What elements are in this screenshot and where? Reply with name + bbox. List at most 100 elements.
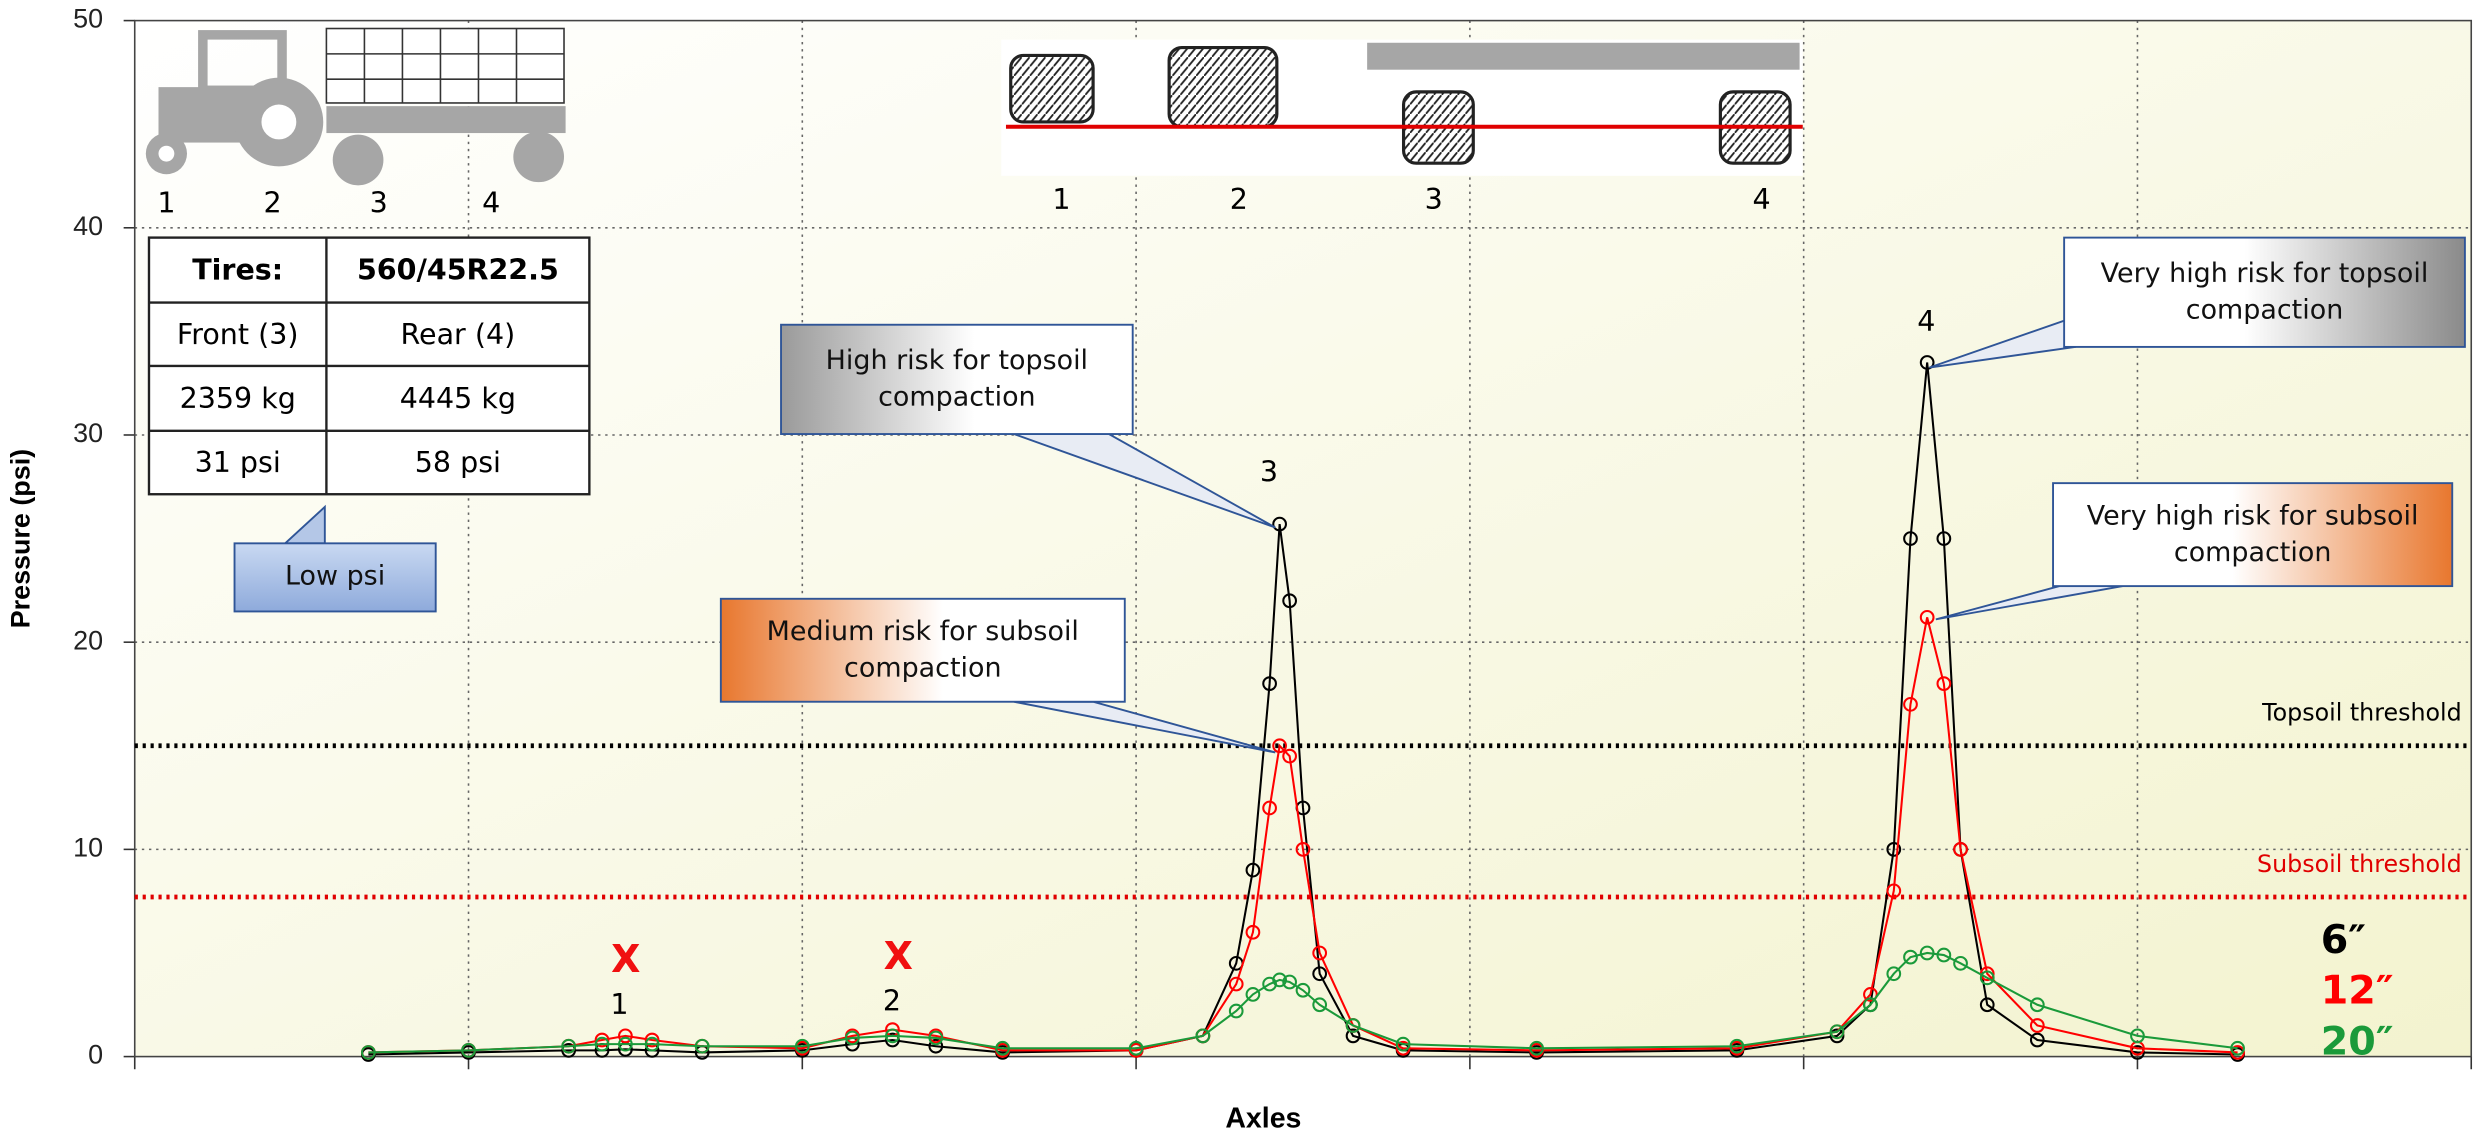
data-point — [995, 1040, 1010, 1056]
tractor-axle-label: 1 — [157, 186, 175, 219]
data-point — [1345, 1028, 1361, 1044]
data-point — [1395, 1040, 1411, 1056]
data-point — [694, 1038, 710, 1054]
x-axis-label: Axles — [1225, 1102, 1301, 1134]
callout-text: Low psi — [284, 561, 386, 594]
callout-box — [780, 323, 1134, 435]
callout-box — [2052, 482, 2454, 588]
callout: High risk for topsoil compaction — [825, 345, 1089, 413]
legend-entry: 12″ — [2321, 968, 2394, 1014]
table-cell: 4445 kg — [400, 382, 516, 415]
y-tick-label: 50 — [73, 4, 103, 34]
data-point — [1979, 997, 1995, 1013]
data-point — [1936, 947, 1952, 963]
data-point — [2029, 997, 2045, 1013]
table-header: 560/45R22.5 — [357, 254, 559, 287]
data-point — [1295, 842, 1311, 857]
legend-entry: 20″ — [2321, 1018, 2394, 1064]
peak-label: 4 — [1917, 305, 1935, 338]
data-point — [1395, 1036, 1411, 1052]
callout-text: High risk for topsoil compaction — [825, 345, 1089, 413]
y-tick-label: 20 — [73, 625, 103, 655]
tractor-axle-label: 4 — [482, 186, 500, 219]
data-point — [1529, 1040, 1545, 1056]
table-cell: 2359 kg — [180, 382, 296, 415]
table-cell: 31 psi — [195, 446, 281, 479]
callout: Low psi — [284, 561, 386, 594]
tire-diagram — [1001, 39, 1803, 176]
data-point — [1245, 987, 1261, 1002]
data-point — [1272, 972, 1287, 988]
data-point — [1312, 966, 1328, 982]
callout-text: Very high risk for topsoil compaction — [2100, 258, 2429, 326]
data-point — [928, 1030, 944, 1046]
data-point — [1282, 593, 1298, 609]
callout: Very high risk for topsoil compaction — [2100, 258, 2429, 326]
data-point — [1228, 976, 1244, 992]
data-point — [618, 1028, 633, 1044]
table-cell: Front (3) — [177, 318, 299, 351]
peak-label: 3 — [1260, 456, 1278, 489]
callout-box — [2063, 236, 2466, 348]
data-point — [1936, 531, 1952, 546]
data-point — [618, 1036, 633, 1052]
data-point — [1886, 883, 1902, 899]
data-point — [1272, 516, 1287, 532]
data-point — [1886, 966, 1902, 982]
data-point — [1282, 748, 1298, 764]
callout-text: Very high risk for subsoil compaction — [2086, 501, 2419, 568]
data-point — [1262, 800, 1277, 816]
data-point — [1272, 738, 1287, 754]
data-point — [1919, 609, 1935, 625]
data-point — [1195, 1028, 1211, 1044]
data-point — [885, 1032, 900, 1048]
y-axis-label: Pressure (psi) — [5, 449, 35, 628]
data-point — [1312, 945, 1328, 961]
data-point — [1903, 696, 1918, 712]
peak-label: 2 — [883, 985, 901, 1018]
data-point — [1228, 1003, 1244, 1019]
data-point — [1245, 924, 1261, 940]
data-point — [1128, 1040, 1144, 1056]
data-point — [461, 1042, 476, 1058]
data-point — [1312, 997, 1328, 1013]
threshold-label: Subsoil threshold — [2257, 850, 2462, 878]
data-point — [1903, 949, 1918, 965]
peak-label: 1 — [610, 988, 628, 1021]
data-point — [644, 1036, 660, 1052]
data-point — [1953, 842, 1968, 857]
data-point — [1919, 355, 1935, 370]
data-point — [1903, 531, 1918, 546]
data-point — [1295, 982, 1311, 998]
data-point — [1729, 1038, 1745, 1054]
data-point — [2230, 1045, 2245, 1060]
data-point — [2230, 1040, 2245, 1056]
data-point — [2130, 1045, 2145, 1060]
callout-box — [719, 597, 1126, 703]
y-tick-label: 0 — [88, 1040, 103, 1070]
plot-frame — [133, 19, 2473, 1058]
table-cell: Rear (4) — [401, 318, 516, 351]
data-point — [1886, 842, 1902, 857]
data-point — [885, 1028, 900, 1044]
callout: Medium risk for subsoil compaction — [766, 616, 1079, 684]
data-point — [1953, 955, 1968, 971]
series-line — [368, 362, 2238, 1056]
data-point — [2029, 1018, 2045, 1033]
tire-axle-label: 1 — [1052, 183, 1070, 216]
callout-box — [233, 542, 437, 613]
data-point — [794, 1038, 810, 1054]
tractor-axle-label: 2 — [263, 186, 281, 219]
data-point — [1936, 676, 1952, 691]
y-tick-label: 10 — [73, 832, 103, 862]
callout: Very high risk for subsoil compaction — [2086, 501, 2419, 568]
data-point — [1919, 945, 1935, 961]
data-point — [1245, 862, 1261, 878]
tire-axle-label: 2 — [1230, 183, 1248, 216]
callout-text: Medium risk for subsoil compaction — [766, 616, 1079, 684]
y-tick-label: 40 — [73, 211, 103, 241]
data-point — [1979, 970, 1995, 986]
axle-mark: X — [884, 934, 913, 978]
threshold-label: Topsoil threshold — [2261, 699, 2462, 727]
